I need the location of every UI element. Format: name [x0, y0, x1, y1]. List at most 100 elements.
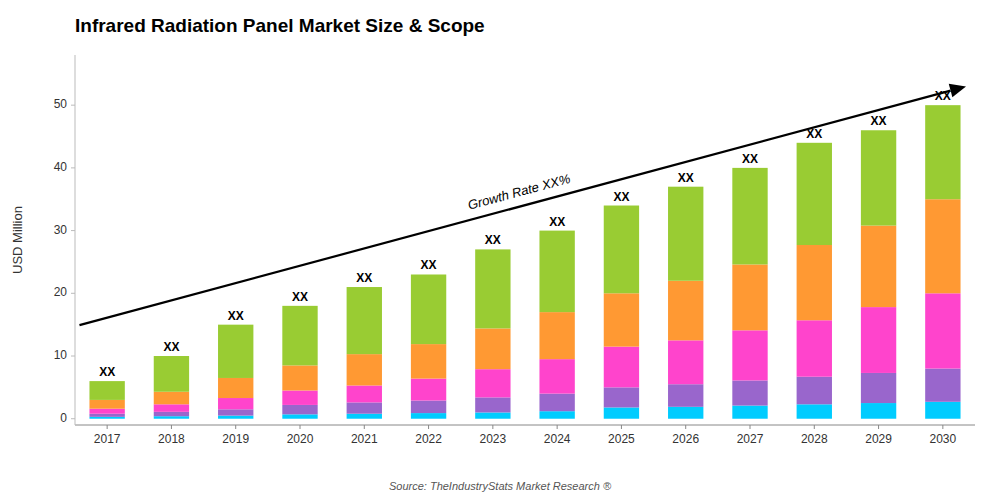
bar-segment	[668, 281, 703, 341]
bar-segment	[668, 340, 703, 384]
x-tick-label: 2018	[158, 432, 185, 446]
x-tick-label: 2021	[351, 432, 378, 446]
bar-segment	[797, 245, 832, 320]
x-tick-label: 2017	[94, 432, 121, 446]
bar-segment	[89, 409, 124, 414]
bar-segment	[347, 287, 382, 354]
bar-segment	[154, 392, 189, 405]
bar-segment	[604, 206, 639, 294]
x-tick	[107, 425, 108, 429]
x-tick	[685, 425, 686, 429]
bar-segment	[282, 365, 317, 390]
bar-segment	[539, 394, 574, 412]
x-tick	[878, 425, 879, 429]
bar-segment	[604, 293, 639, 346]
bar-segment	[475, 369, 510, 397]
x-tick	[621, 425, 622, 429]
x-tick	[492, 425, 493, 429]
bar-segment	[347, 414, 382, 419]
bar-segment	[89, 417, 124, 419]
x-tick	[235, 425, 236, 429]
bar-segment	[475, 412, 510, 418]
x-axis	[75, 425, 975, 426]
bar-segment	[861, 130, 896, 225]
bars	[89, 105, 960, 419]
bar-segment	[539, 411, 574, 419]
y-tick-label: 50	[54, 97, 68, 111]
bar-segment	[89, 381, 124, 400]
bar-segment	[539, 312, 574, 359]
y-tick-label: 40	[54, 160, 68, 174]
y-tick-label: 30	[54, 223, 68, 237]
y-tick	[71, 293, 75, 294]
x-tick	[750, 425, 751, 429]
background	[0, 0, 1000, 500]
x-tick	[942, 425, 943, 429]
growth-arrow	[80, 91, 951, 325]
x-tick-label: 2025	[608, 432, 635, 446]
x-tick-label: 2024	[544, 432, 571, 446]
bar-label: XX	[613, 190, 629, 204]
bar-segment	[732, 406, 767, 419]
bar-segment	[154, 412, 189, 416]
bar-segment	[925, 369, 960, 402]
bar-label: XX	[292, 290, 308, 304]
x-tick-label: 2026	[672, 432, 699, 446]
y-tick	[71, 230, 75, 231]
bar-label: XX	[421, 258, 437, 272]
bar-segment	[925, 402, 960, 419]
bar-segment	[89, 400, 124, 409]
bar-label: XX	[99, 365, 115, 379]
bar-segment	[925, 293, 960, 368]
bar-segment	[925, 199, 960, 293]
y-tick-label: 0	[60, 411, 67, 425]
x-tick-label: 2030	[930, 432, 957, 446]
x-tick-label: 2023	[480, 432, 507, 446]
bar-segment	[411, 401, 446, 414]
y-tick	[71, 167, 75, 168]
bar-segment	[218, 416, 253, 419]
bar-segment	[475, 397, 510, 412]
growth-label: Growth Rate XX%	[466, 171, 572, 213]
x-tick-label: 2027	[737, 432, 764, 446]
bar-segment	[218, 398, 253, 409]
source: Source: TheIndustryStats Market Research…	[389, 480, 612, 492]
bar-segment	[861, 307, 896, 373]
x-tick-label: 2028	[801, 432, 828, 446]
bar-segment	[539, 359, 574, 393]
bar-segment	[732, 330, 767, 380]
bar-segment	[411, 413, 446, 419]
bar-segment	[218, 409, 253, 415]
y-axis	[75, 55, 76, 425]
bar-label: XX	[549, 215, 565, 229]
bar-segment	[861, 226, 896, 308]
bar-label: XX	[871, 114, 887, 128]
bar-segment	[347, 385, 382, 402]
y-axis-label: USD Million	[10, 206, 25, 274]
bar-segment	[89, 414, 124, 417]
bar-segment	[797, 320, 832, 376]
bar-label: XX	[485, 233, 501, 247]
bar-segment	[604, 347, 639, 388]
page: {"chart_data": {"type": "bar", "stacked"…	[0, 0, 1000, 500]
bar-segment	[732, 380, 767, 405]
y-tick-label: 20	[54, 285, 68, 299]
x-tick-label: 2029	[865, 432, 892, 446]
bar-segment	[411, 344, 446, 378]
bar-segment	[218, 378, 253, 398]
x-tick	[428, 425, 429, 429]
chart: 0102030405020172018201920202021202220232…	[0, 0, 1000, 500]
bar-segment	[154, 404, 189, 412]
x-tick	[557, 425, 558, 429]
y-tick-label: 10	[54, 348, 68, 362]
x-tick-label: 2022	[415, 432, 442, 446]
bar-segment	[347, 354, 382, 385]
y-tick	[71, 418, 75, 419]
bar-segment	[282, 306, 317, 366]
bar-label: XX	[163, 340, 179, 354]
x-tick-label: 2020	[287, 432, 314, 446]
bar-segment	[347, 402, 382, 413]
bar-segment	[475, 328, 510, 369]
bar-segment	[797, 404, 832, 418]
bar-segment	[925, 105, 960, 199]
